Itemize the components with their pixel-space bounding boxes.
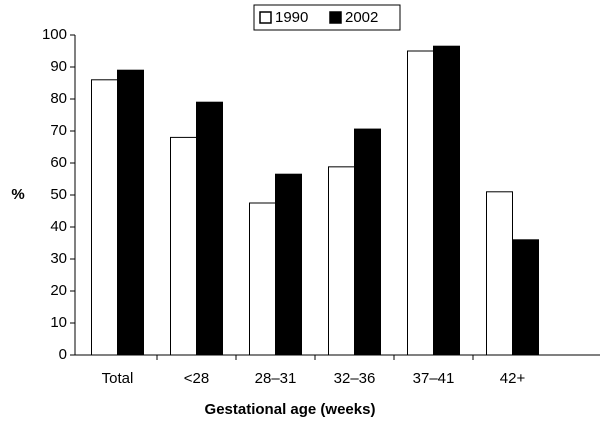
bar	[433, 45, 460, 356]
bar	[354, 128, 381, 356]
y-tick-label: 100	[42, 26, 67, 43]
y-tick-label: 50	[50, 186, 67, 203]
bar	[407, 50, 434, 356]
bar	[117, 69, 144, 356]
bar	[275, 173, 302, 356]
bar	[512, 239, 539, 356]
bar	[170, 136, 197, 356]
y-tick-label: 70	[50, 122, 67, 139]
bar	[196, 101, 223, 356]
bar	[328, 166, 355, 356]
y-tick-label: 40	[50, 218, 67, 235]
bar	[486, 191, 513, 356]
y-tick-label: 60	[50, 154, 67, 171]
x-tick-label: 32–36	[334, 370, 376, 387]
x-tick-label: 37–41	[413, 370, 455, 387]
x-tick-label: <28	[184, 370, 209, 387]
legend-label: 2002	[345, 9, 378, 26]
y-tick-label: 30	[50, 250, 67, 267]
y-tick-label: 0	[59, 346, 67, 363]
x-tick-label: 42+	[500, 370, 526, 387]
legend-label: 1990	[275, 9, 308, 26]
y-axis-label: %	[11, 186, 24, 203]
bar	[91, 79, 118, 356]
legend-swatch	[259, 11, 272, 24]
x-tick-label: Total	[102, 370, 134, 387]
legend-swatch	[329, 11, 342, 24]
x-axis-label: Gestational age (weeks)	[205, 401, 376, 418]
bar	[249, 202, 276, 356]
y-tick-label: 20	[50, 282, 67, 299]
y-tick-label: 10	[50, 314, 67, 331]
x-tick-label: 28–31	[255, 370, 297, 387]
y-tick-label: 90	[50, 58, 67, 75]
legend-box	[253, 4, 401, 31]
y-tick-label: 80	[50, 90, 67, 107]
